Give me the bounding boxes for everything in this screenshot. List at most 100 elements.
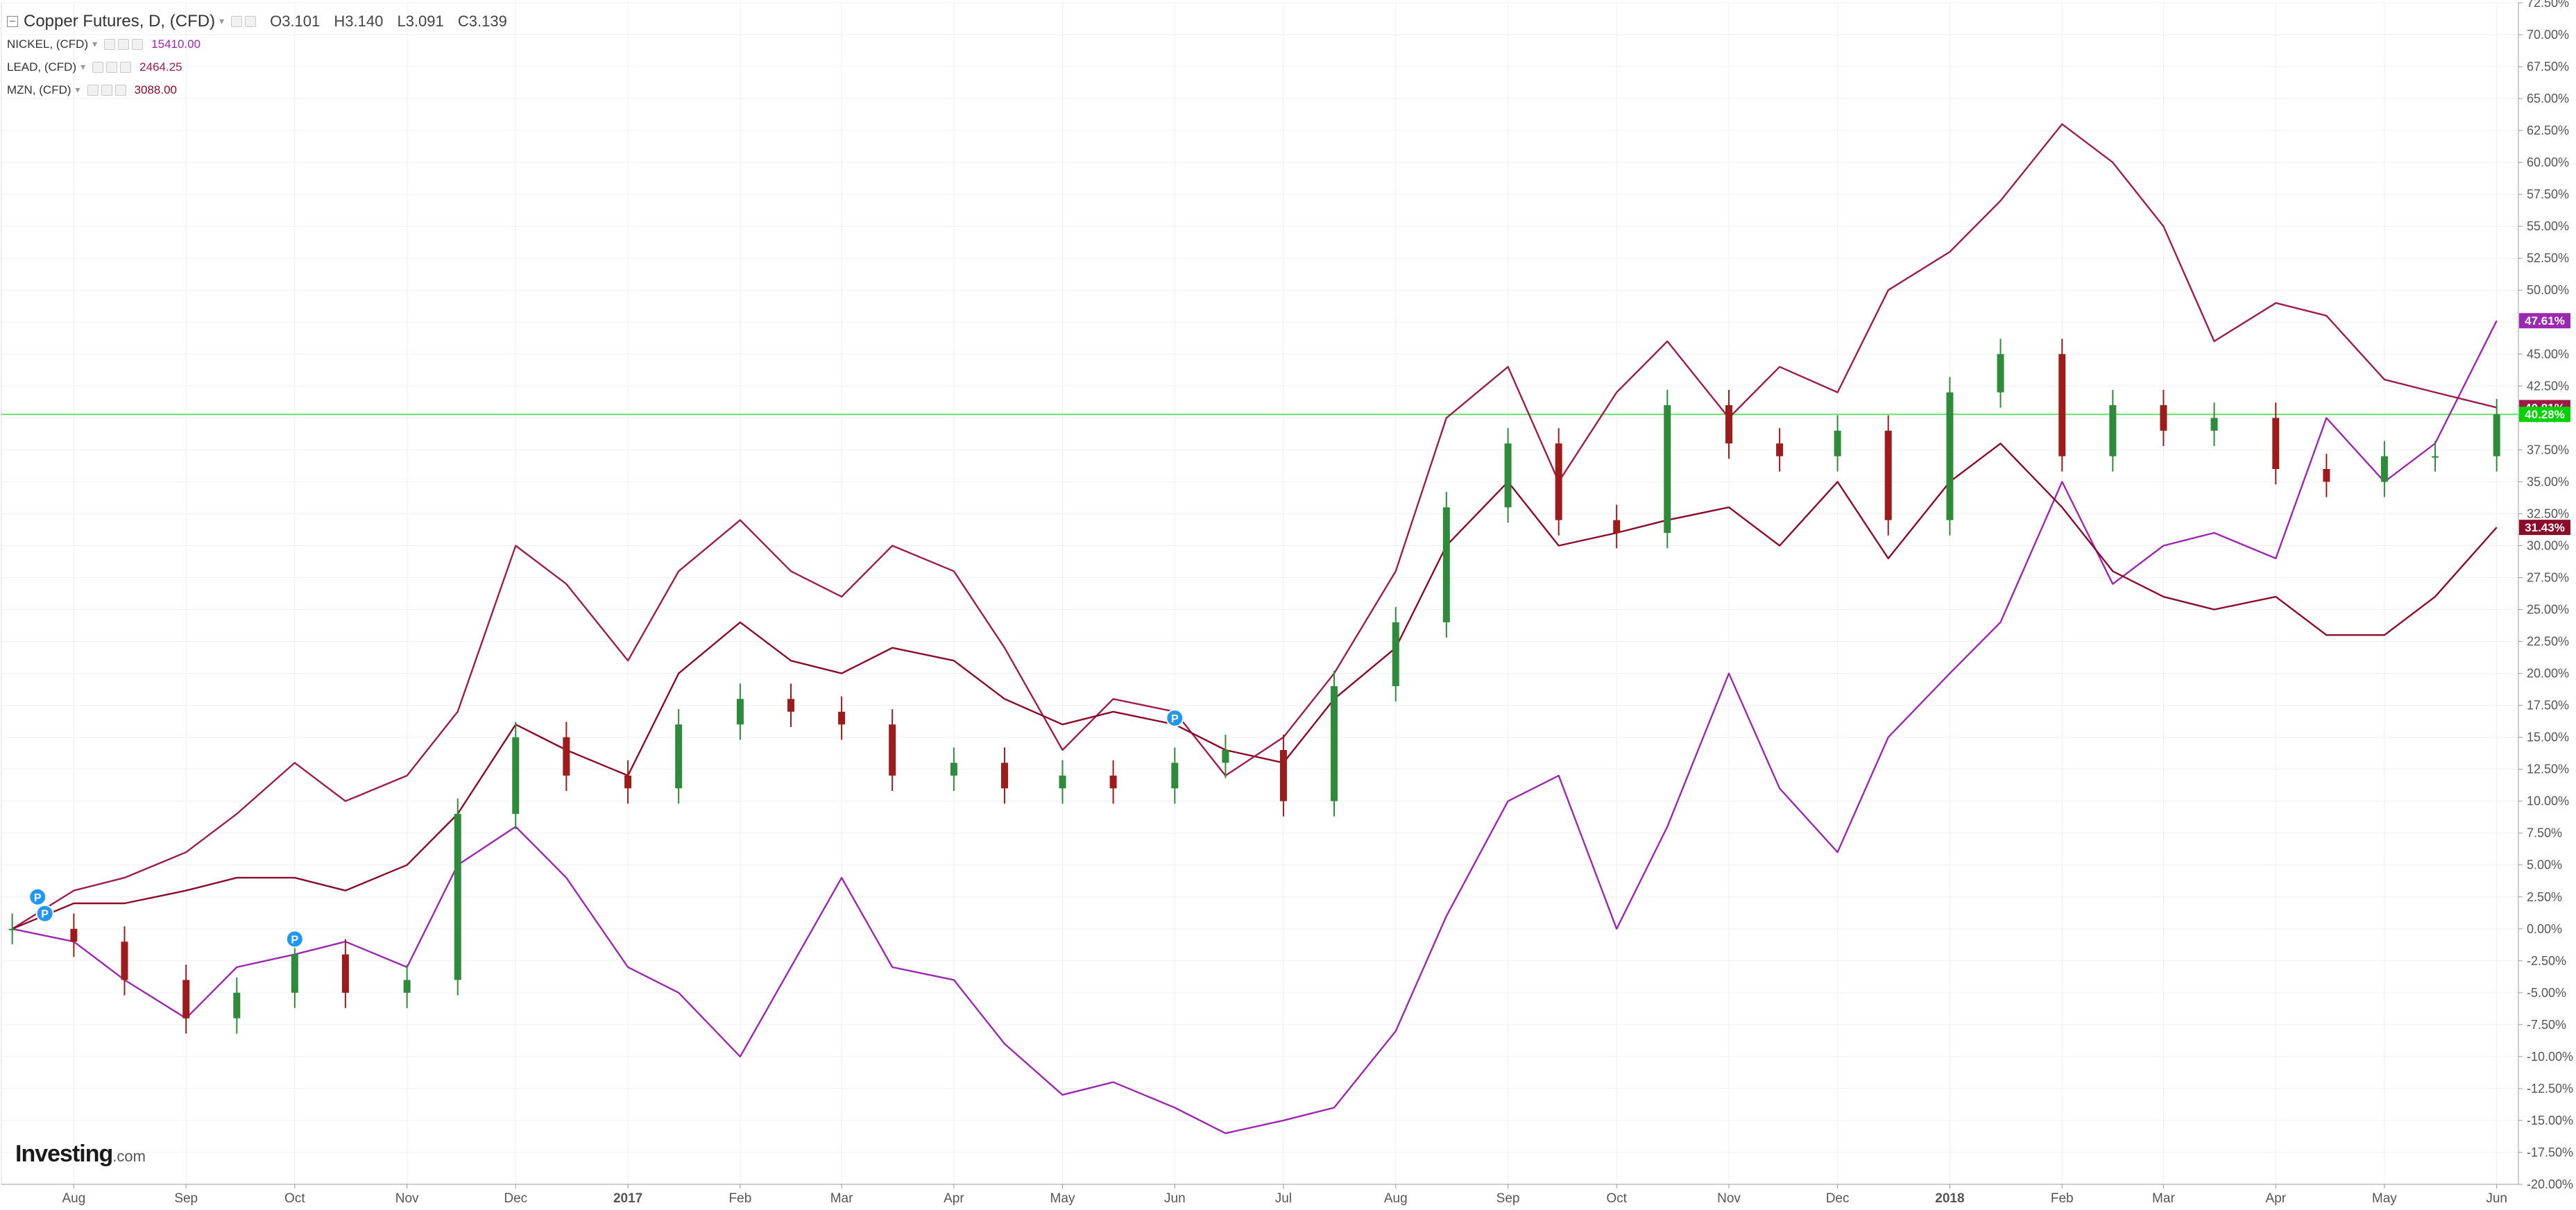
- x-tick-label: Jul: [1275, 1191, 1292, 1206]
- y-tick-label: -12.50%: [2527, 1082, 2573, 1096]
- x-tick-label: 2017: [613, 1191, 642, 1206]
- high-value: H3.140: [334, 12, 384, 30]
- open-value: O3.101: [270, 12, 321, 30]
- y-tick-label: -15.00%: [2527, 1114, 2573, 1127]
- candle-body: [121, 941, 128, 980]
- x-tick-label: Nov: [1717, 1191, 1741, 1206]
- event-marker-icon: [285, 930, 304, 948]
- y-tick-label: 22.50%: [2527, 635, 2569, 649]
- x-tick-label: May: [1050, 1191, 1075, 1206]
- candle-body: [1000, 762, 1008, 789]
- legend-row-lead[interactable]: LEAD, (CFD) ▾ 2464.25: [7, 56, 517, 78]
- mzn-value: 3088.00: [134, 83, 178, 96]
- main-symbol-title[interactable]: Copper Futures, D, (CFD): [24, 11, 216, 31]
- mzn-settings-icon[interactable]: [101, 84, 112, 96]
- x-tick-label: Jun: [2486, 1191, 2507, 1206]
- candle-body: [1109, 775, 1117, 789]
- candle-body: [291, 954, 298, 993]
- lead-settings-icon[interactable]: [106, 61, 118, 73]
- mzn-remove-icon[interactable]: [114, 84, 126, 96]
- x-tick-label: May: [2372, 1191, 2397, 1206]
- y-tick-label: -17.50%: [2527, 1145, 2573, 1159]
- x-tick-label: Dec: [1826, 1191, 1850, 1206]
- y-tick-label: 52.50%: [2527, 251, 2569, 265]
- candle-body: [2431, 456, 2439, 458]
- y-tick-label: 55.00%: [2527, 219, 2569, 233]
- y-tick-label: 25.00%: [2527, 603, 2569, 617]
- candle-body: [70, 928, 78, 942]
- y-tick-label: 7.50%: [2527, 826, 2562, 840]
- x-tick-label: Mar: [830, 1191, 853, 1206]
- x-tick-label: Apr: [944, 1191, 964, 1206]
- y-tick-label: 35.00%: [2527, 475, 2569, 488]
- y-tick-label: 60.00%: [2527, 155, 2569, 169]
- last-value-label: 31.43%: [2525, 521, 2565, 534]
- candle-body: [2109, 404, 2117, 457]
- lead-remove-icon[interactable]: [120, 61, 132, 73]
- hide-series-icon[interactable]: [231, 15, 243, 27]
- x-tick-label: Sep: [1496, 1191, 1520, 1206]
- y-tick-label: -7.50%: [2527, 1018, 2566, 1032]
- mzn-hide-icon[interactable]: [87, 84, 99, 96]
- x-tick-label: Aug: [1384, 1191, 1408, 1206]
- candle-body: [512, 737, 520, 815]
- y-tick-label: 17.50%: [2527, 699, 2569, 713]
- legend-row-mzn[interactable]: MZN, (CFD) ▾ 3088.00: [7, 78, 517, 101]
- candle-body: [1279, 750, 1287, 801]
- candle-body: [2493, 414, 2500, 457]
- candle-body: [889, 724, 896, 776]
- candle-body: [2058, 354, 2066, 457]
- nickel-hide-icon[interactable]: [104, 38, 116, 50]
- candle-body: [1555, 443, 1562, 520]
- candle-body: [563, 737, 570, 776]
- plot-area: [1, 2, 2519, 1185]
- mzn-menu-chevron-icon[interactable]: ▾: [75, 84, 80, 95]
- close-value: C3.139: [457, 12, 507, 30]
- candle-body: [736, 699, 744, 725]
- event-marker-label: P: [41, 909, 49, 921]
- candle-body: [624, 775, 632, 789]
- main-symbol-menu-chevron-icon[interactable]: ▾: [219, 15, 225, 26]
- last-value-label: 47.61%: [2525, 314, 2565, 327]
- legend-row-nickel[interactable]: NICKEL, (CFD) ▾ 15410.00: [7, 33, 517, 56]
- collapse-legend-icon[interactable]: [7, 15, 18, 27]
- x-tick-label: Mar: [2152, 1191, 2175, 1206]
- candle-body: [1059, 775, 1066, 789]
- lead-hide-icon[interactable]: [92, 61, 104, 73]
- y-tick-label: 42.50%: [2527, 379, 2569, 393]
- nickel-settings-icon[interactable]: [118, 38, 130, 50]
- y-tick-label: 15.00%: [2527, 731, 2569, 744]
- mzn-label[interactable]: MZN, (CFD): [7, 83, 71, 96]
- candle-body: [1331, 685, 1338, 801]
- x-tick-label: Dec: [504, 1191, 527, 1206]
- nickel-menu-chevron-icon[interactable]: ▾: [92, 38, 98, 49]
- candle-body: [1222, 750, 1229, 763]
- nickel-label[interactable]: NICKEL, (CFD): [7, 37, 89, 51]
- candle-body: [1664, 404, 1671, 534]
- x-tick-label: Nov: [395, 1191, 419, 1206]
- lead-menu-chevron-icon[interactable]: ▾: [80, 61, 86, 72]
- y-tick-label: -10.00%: [2527, 1050, 2573, 1064]
- candle-body: [1171, 762, 1179, 789]
- lead-label[interactable]: LEAD, (CFD): [7, 60, 77, 74]
- settings-icon[interactable]: [245, 15, 257, 27]
- candle-body: [341, 954, 349, 993]
- candle-body: [1834, 430, 1841, 457]
- legend-main-row[interactable]: Copper Futures, D, (CFD) ▾ O3.101 H3.140…: [7, 10, 517, 33]
- y-tick-label: 5.00%: [2527, 858, 2562, 872]
- candle-body: [2160, 404, 2167, 431]
- last-value-badge: [2519, 520, 2570, 536]
- y-tick-label: 2.50%: [2527, 890, 2562, 904]
- candle-body: [950, 762, 957, 776]
- candle-body: [1884, 430, 1892, 520]
- candle-body: [1442, 507, 1450, 622]
- copper-candles: [8, 339, 2500, 1034]
- candle-body: [1725, 404, 1733, 444]
- candle-body: [787, 699, 794, 712]
- y-tick-label: 27.50%: [2527, 570, 2569, 584]
- brand-domain: .com: [112, 1148, 146, 1165]
- nickel-remove-icon[interactable]: [132, 38, 144, 50]
- investing-logo[interactable]: Investing.com: [15, 1141, 146, 1168]
